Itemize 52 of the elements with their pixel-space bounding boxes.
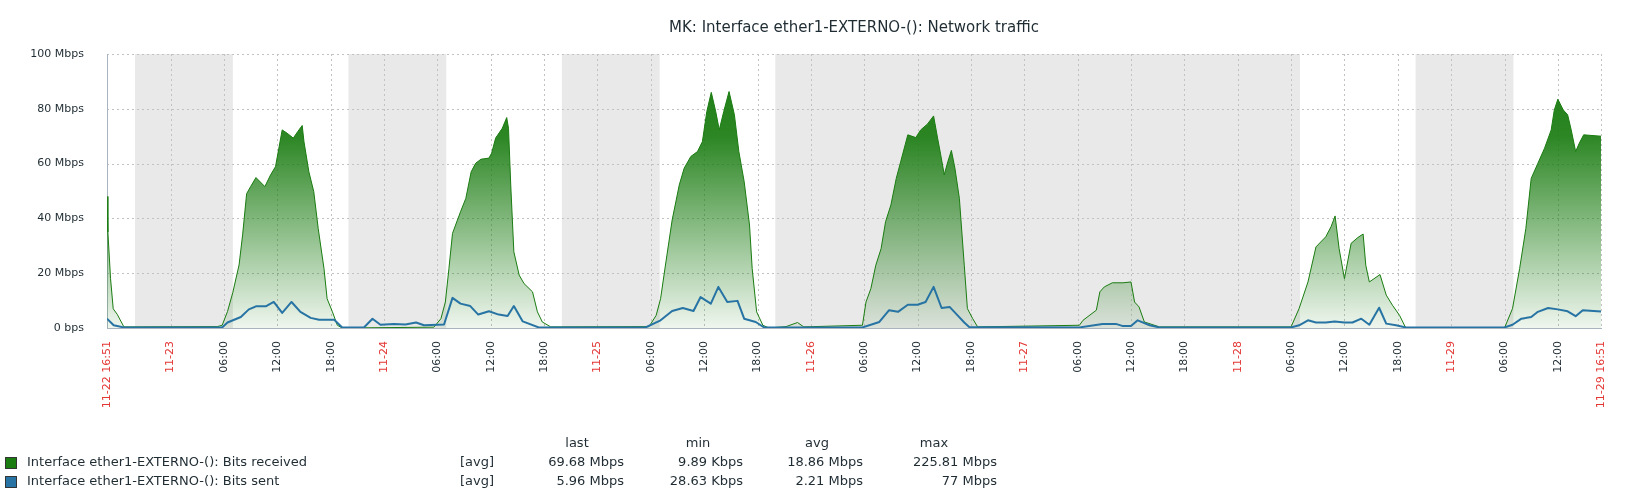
- text: 18.86 Mbps: [787, 454, 864, 470]
- y-tick-label: 40 Mbps: [37, 211, 85, 225]
- x-tick-label: 18:00: [1390, 341, 1404, 373]
- text: 77 Mbps: [941, 473, 998, 489]
- text: 2.21 Mbps: [795, 473, 864, 489]
- x-tick-label: 12:00: [483, 341, 497, 373]
- text: 5.96 Mbps: [556, 473, 625, 489]
- y-tick-label: 20 Mbps: [37, 266, 85, 280]
- x-tick-label: 12:00: [270, 341, 284, 373]
- x-tick-label: 12:00: [1337, 341, 1351, 373]
- x-tick-label: 11-26: [803, 341, 817, 373]
- x-tick-label: 12:00: [1123, 341, 1137, 373]
- x-tick-label: 12:00: [910, 341, 924, 373]
- chart-title: MK: Interface ether1-EXTERNO-(): Network traffic: [669, 17, 1039, 36]
- x-tick-label: 11-25: [590, 341, 604, 373]
- x-tick-label: 12:00: [697, 341, 711, 373]
- x-tick-label: 11-29: [1444, 341, 1458, 373]
- x-tick-label: 18:00: [536, 341, 550, 373]
- text: 225.81 Mbps: [912, 454, 998, 470]
- x-tick-label: 11-27: [1017, 341, 1031, 373]
- x-tick-label: 18:00: [750, 341, 764, 373]
- y-tick-label: 80 Mbps: [37, 101, 85, 115]
- y-tick-label: 0 bps: [53, 320, 85, 334]
- x-tick-label: 11-22 16:51: [99, 341, 113, 409]
- x-tick-label: 06:00: [1070, 341, 1084, 373]
- x-tick-label: 11-24: [376, 341, 390, 373]
- x-tick-label: 06:00: [643, 341, 657, 373]
- x-tick-label: 11-29 16:51: [1593, 341, 1607, 409]
- x-tick-label: 06:00: [430, 341, 444, 373]
- text: min: [685, 435, 711, 451]
- text: [avg]: [460, 473, 495, 489]
- legend-label: Interface ether1-EXTERNO-(): Bits received: [27, 454, 308, 470]
- y-tick-label: 60 Mbps: [37, 156, 85, 170]
- text: 9.89 Kbps: [678, 454, 744, 470]
- x-tick-label: 11-28: [1230, 341, 1244, 373]
- x-tick-label: 12:00: [1550, 341, 1564, 373]
- text: 69.68 Mbps: [548, 454, 625, 470]
- x-tick-label: 06:00: [1497, 341, 1511, 373]
- x-tick-label: 06:00: [857, 341, 871, 373]
- text: avg: [805, 435, 829, 451]
- x-tick-label: 11-23: [163, 341, 177, 373]
- text: max: [919, 435, 949, 451]
- text: 28.63 Kbps: [669, 473, 744, 489]
- x-tick-label: 18:00: [323, 341, 337, 373]
- y-tick-label: 100 Mbps: [30, 46, 85, 60]
- x-tick-label: 18:00: [1177, 341, 1191, 373]
- legend-label: Interface ether1-EXTERNO-(): Bits sent: [27, 473, 280, 489]
- text: last: [565, 435, 589, 451]
- x-tick-label: 06:00: [216, 341, 230, 373]
- x-tick-label: 18:00: [963, 341, 977, 373]
- x-tick-label: 06:00: [1283, 341, 1297, 373]
- text: [avg]: [460, 454, 495, 470]
